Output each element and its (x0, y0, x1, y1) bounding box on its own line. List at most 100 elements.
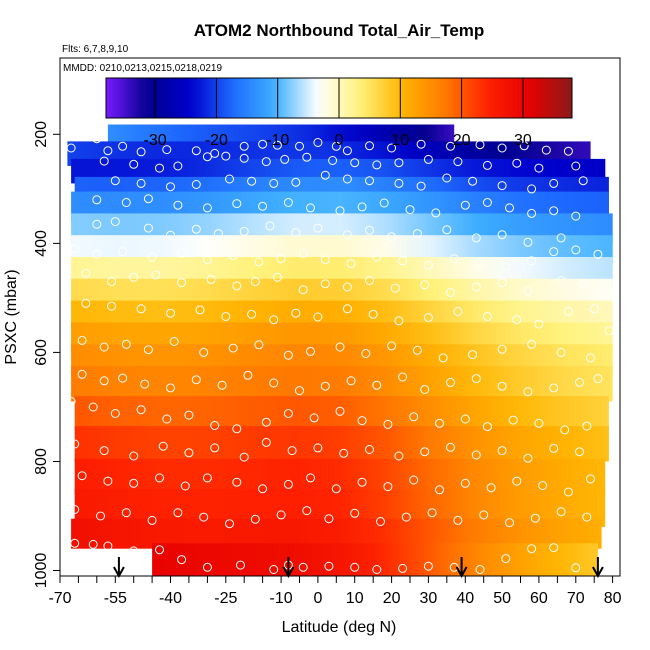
observation-point (107, 277, 117, 287)
observation-point (387, 341, 397, 351)
observation-point (261, 437, 271, 447)
colorbar-tick-label: 20 (453, 132, 471, 149)
observation-point (398, 256, 408, 266)
observation-point (96, 511, 105, 521)
observation-point (423, 561, 433, 571)
observation-point (313, 312, 323, 322)
observation-point (482, 312, 492, 321)
observation-point (191, 146, 201, 156)
observation-point (162, 145, 172, 155)
observation-point (497, 344, 507, 354)
observation-point (597, 286, 607, 296)
observation-point (460, 200, 470, 210)
observation-point (453, 515, 463, 525)
observation-point (527, 184, 537, 194)
heatmap-band (74, 426, 609, 462)
observation-point (283, 409, 293, 418)
observation-point (291, 177, 301, 187)
observation-point (383, 482, 393, 492)
observation-point (287, 446, 297, 456)
x-tick-label: 70 (567, 590, 585, 607)
observation-point (387, 232, 397, 242)
observation-point (320, 255, 330, 265)
observation-point (295, 141, 304, 151)
observation-point (482, 422, 492, 432)
observation-point (405, 205, 415, 215)
observation-point (202, 152, 212, 162)
observation-point (143, 194, 153, 204)
chart-title: ATOM2 Northbound Total_Air_Temp (194, 21, 485, 40)
observation-point (527, 339, 537, 349)
observation-point (313, 443, 323, 453)
observation-point (357, 477, 367, 487)
observation-point (519, 141, 529, 151)
observation-point (372, 380, 382, 390)
observation-point (283, 350, 293, 360)
x-tick-label: 30 (420, 590, 438, 607)
observation-point (376, 517, 385, 526)
observation-point (166, 230, 175, 240)
observation-point (302, 152, 312, 162)
observation-point (350, 158, 360, 168)
observation-point (497, 381, 507, 391)
observation-point (136, 405, 146, 415)
observation-point (420, 385, 430, 394)
observation-point (261, 417, 271, 427)
observation-point (575, 447, 584, 457)
y-tick-label: 800 (33, 448, 50, 475)
observation-point (265, 221, 275, 231)
observation-point (254, 340, 264, 350)
observation-point (342, 146, 352, 156)
observation-point (88, 402, 98, 412)
observation-point (523, 286, 533, 296)
x-tick-label: 50 (493, 590, 511, 607)
observation-point (283, 198, 293, 207)
observation-point (177, 555, 187, 565)
observation-points (66, 127, 614, 574)
observation-point (549, 443, 559, 453)
observation-point (409, 412, 419, 422)
observation-point (269, 315, 279, 325)
observation-point (416, 181, 426, 191)
observation-point (420, 280, 430, 290)
observation-point (475, 140, 485, 150)
observation-point (534, 418, 544, 428)
observation-point (468, 176, 478, 186)
observation-point (258, 201, 268, 211)
x-tick-label: -10 (270, 590, 293, 607)
observation-point (210, 148, 220, 158)
observation-point (346, 259, 356, 269)
observation-point (442, 225, 452, 235)
observation-point (571, 211, 581, 221)
observation-point (412, 345, 422, 355)
observation-point (298, 562, 308, 572)
observation-point (184, 410, 194, 420)
observation-point (110, 176, 120, 186)
observation-point (155, 163, 164, 173)
observation-point (88, 539, 98, 549)
observation-point (129, 272, 139, 282)
observation-point (453, 157, 463, 167)
observation-point (446, 288, 455, 297)
observation-point (99, 156, 109, 166)
observation-point (357, 416, 367, 426)
observation-point (129, 451, 139, 461)
observation-point (129, 159, 139, 169)
observation-point (527, 256, 537, 266)
heatmap-layers (67, 124, 613, 576)
x-tick-label: 40 (456, 590, 474, 607)
observation-point (571, 563, 581, 573)
observation-point (401, 512, 411, 522)
observation-point (365, 445, 374, 454)
observation-point (103, 541, 113, 551)
observation-point (523, 237, 533, 247)
observation-point (505, 203, 514, 213)
observation-point (497, 278, 507, 288)
observation-point (298, 285, 308, 295)
observation-point (136, 147, 146, 157)
observation-point (269, 565, 279, 574)
observation-point (247, 309, 257, 319)
observation-point (118, 247, 128, 257)
observation-point (423, 260, 433, 270)
